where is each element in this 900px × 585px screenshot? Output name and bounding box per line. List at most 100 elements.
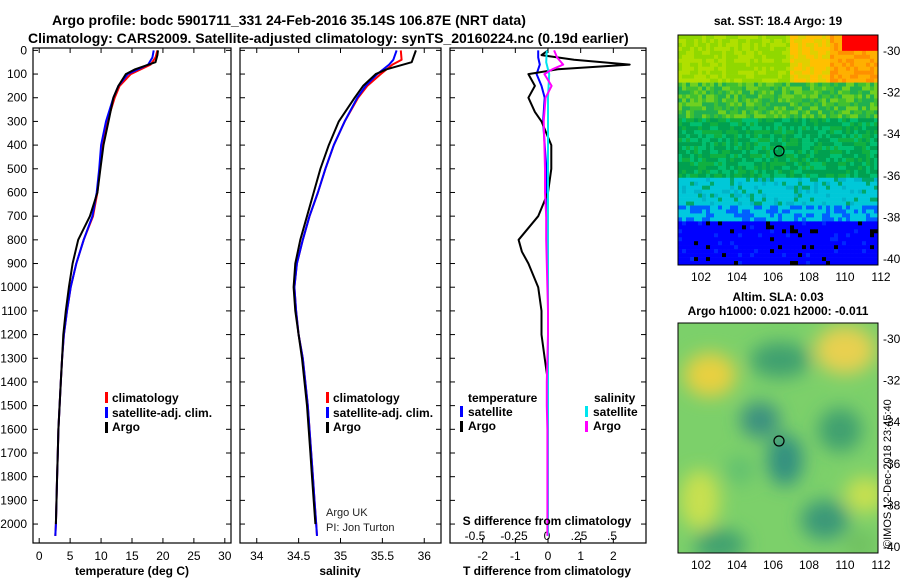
sst-pixel xyxy=(686,169,691,175)
sst-pixel xyxy=(702,197,707,202)
sst-pixel xyxy=(730,35,735,40)
sst-pixel xyxy=(826,237,831,242)
sst-pixel xyxy=(698,253,703,258)
sst-pixel xyxy=(870,98,875,103)
sst-pixel xyxy=(842,177,847,183)
sla-anomaly-blob xyxy=(684,353,736,397)
sst-pixel xyxy=(678,245,683,250)
sst-pixel xyxy=(862,241,867,246)
sst-pixel xyxy=(866,249,871,254)
sst-pixel xyxy=(758,74,763,79)
sst-pixel xyxy=(750,241,755,246)
sst-pixel xyxy=(786,86,791,91)
sst-pixel xyxy=(746,201,751,206)
sst-pixel xyxy=(742,110,747,115)
sst-pixel xyxy=(678,181,683,186)
sst-pixel xyxy=(746,146,751,151)
sst-pixel xyxy=(730,161,735,167)
sst-pixel xyxy=(866,165,871,171)
sst-pixel xyxy=(698,241,703,246)
sst-pixel xyxy=(826,150,831,155)
sst-pixel xyxy=(834,146,839,151)
sst-pixel xyxy=(790,70,795,75)
sst-pixel xyxy=(770,153,775,159)
sst-pixel xyxy=(750,161,755,167)
salinity-axis-label: salinity xyxy=(319,564,361,578)
sst-pixel xyxy=(850,35,855,40)
sst-pixel xyxy=(710,134,715,139)
sst-pixel xyxy=(770,114,775,119)
sst-pixel xyxy=(762,142,767,147)
sst-pixel xyxy=(702,138,707,143)
sst-pixel xyxy=(714,102,719,107)
sst-pixel xyxy=(738,181,743,186)
sst-pixel xyxy=(834,173,839,179)
x-tick-label: 34.5 xyxy=(287,549,311,563)
sst-pixel xyxy=(734,245,739,250)
sst-pixel xyxy=(698,189,703,194)
sst-pixel xyxy=(742,153,747,159)
sst-pixel xyxy=(706,229,711,234)
sst-pixel xyxy=(834,114,839,119)
sst-pixel xyxy=(766,221,771,226)
sst-pixel xyxy=(770,150,775,155)
sst-pixel xyxy=(766,70,771,75)
sst-pixel xyxy=(802,205,807,210)
sst-pixel xyxy=(702,153,707,159)
map-lat-label: -38 xyxy=(883,498,900,512)
legend-label-climatology: climatology xyxy=(112,391,179,405)
sst-pixel xyxy=(702,261,707,266)
sst-pixel xyxy=(854,181,859,186)
sst-pixel xyxy=(822,169,827,175)
series-line-salinity-argo xyxy=(542,50,565,536)
sst-pixel xyxy=(810,185,815,190)
sst-pixel xyxy=(794,221,799,226)
sst-pixel xyxy=(830,82,835,87)
sst-pixel xyxy=(838,177,843,183)
sst-pixel xyxy=(806,197,811,202)
sst-pixel xyxy=(854,150,859,155)
sst-pixel xyxy=(706,134,711,139)
sst-pixel xyxy=(758,42,763,48)
sst-pixel xyxy=(678,130,683,135)
sst-pixel xyxy=(702,177,707,183)
sst-pixel xyxy=(778,130,783,135)
sst-pixel xyxy=(798,181,803,186)
sst-pixel xyxy=(710,86,715,91)
sst-pixel xyxy=(798,62,803,68)
sst-pixel xyxy=(802,102,807,107)
sst-pixel xyxy=(790,134,795,139)
sst-pixel xyxy=(854,185,859,190)
sst-pixel xyxy=(754,181,759,186)
sst-pixel xyxy=(762,197,767,202)
sst-pixel xyxy=(874,173,879,179)
sst-pixel xyxy=(786,241,791,246)
sst-pixel xyxy=(714,126,719,131)
sst-pixel xyxy=(794,42,799,48)
map-lon-label: 106 xyxy=(763,270,783,284)
sst-pixel xyxy=(746,157,751,163)
sst-pixel xyxy=(838,261,843,266)
sst-pixel xyxy=(826,86,831,91)
sst-pixel xyxy=(806,54,811,60)
sst-pixel xyxy=(806,66,811,71)
sst-pixel xyxy=(830,146,835,151)
sst-pixel xyxy=(678,78,683,83)
sst-pixel xyxy=(738,161,743,167)
sst-pixel xyxy=(722,90,727,95)
sst-pixel xyxy=(762,233,767,238)
sst-pixel xyxy=(866,74,871,79)
sst-pixel xyxy=(790,78,795,83)
sst-pixel xyxy=(702,42,707,48)
sst-pixel xyxy=(742,54,747,60)
sst-pixel xyxy=(790,249,795,254)
depth-tick-label: 0 xyxy=(20,43,27,57)
sst-pixel xyxy=(858,165,863,171)
sst-pixel xyxy=(794,50,799,56)
sla-anomaly-blob xyxy=(815,326,875,374)
sst-pixel xyxy=(686,209,691,214)
sst-pixel xyxy=(746,173,751,179)
sst-pixel xyxy=(746,94,751,99)
sst-pixel xyxy=(682,181,687,186)
sst-pixel xyxy=(686,46,691,52)
